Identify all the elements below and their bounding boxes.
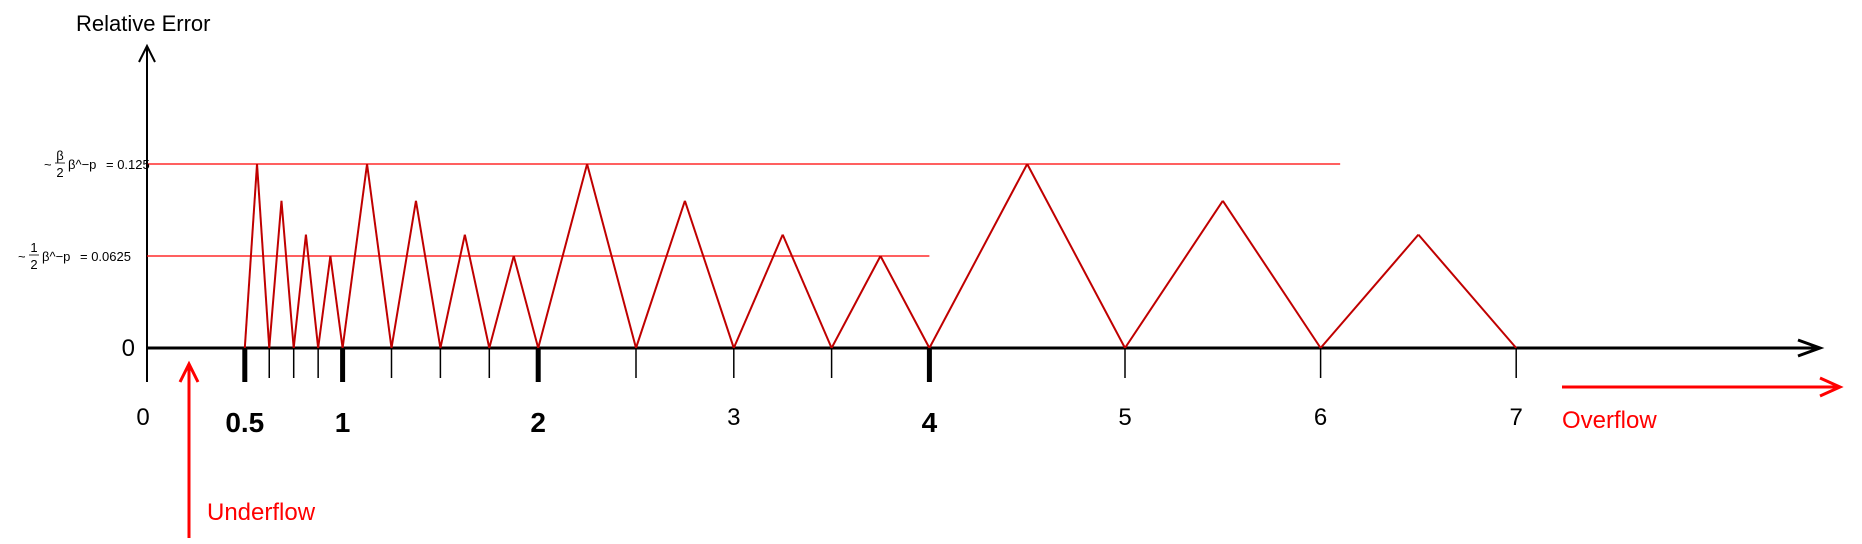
error-curve-segment [280,200,295,349]
reference-label-prefix: ~ [18,249,26,264]
reference-label-2: ~1 2 β^−p = 0.0625 [18,240,131,272]
y-axis-title: Relative Error [76,11,210,36]
error-curve-segment [1319,234,1420,349]
error-curve-segment [732,234,784,349]
error-curve-segment [256,163,271,349]
reference-label-numerator: 1 [30,240,37,255]
error-curve-segment [268,200,283,349]
error-curve-segment [329,255,344,349]
reference-label-numerator: β [56,148,63,163]
error-curve-segment [1221,200,1322,349]
error-curve-segment [879,255,931,349]
reference-label-math: β^−p [68,157,96,172]
error-curve-segment [781,234,833,349]
axes [138,43,1825,382]
underflow-arrowhead [178,360,200,383]
error-curve-segment [292,234,307,349]
x-tick-label-2: 2 [530,407,546,438]
error-curve-segment [537,163,589,349]
error-curve-segment [928,163,1029,349]
x-tick-label-1: 1 [335,407,351,438]
error-curve-segment [243,163,259,349]
error-curve-segment [830,255,882,349]
x-tick-label-7: 7 [1510,404,1523,431]
overflow-label: Overflow [1562,407,1657,434]
error-curve-segment [1124,200,1224,349]
error-curve-segment [317,255,332,349]
error-curve-segment [439,234,466,349]
x-tick-label-0: 0 [136,404,149,431]
y-axis-arrowhead [138,43,156,63]
y-tick-label-0: 0 [122,335,135,362]
reference-label-denominator: 2 [56,165,63,180]
error-curve-segment [488,255,515,349]
error-curve-segment [366,163,393,349]
error-curve-layer [243,163,1517,349]
error-curve-segment [1026,163,1126,349]
error-curve-segment [586,163,637,349]
x-axis-arrowhead [1797,338,1825,358]
x-tick-label-6: 6 [1314,404,1327,431]
error-curve-segment [341,163,369,349]
x-tick-label-0-5: 0.5 [225,407,264,438]
error-curve-segment [463,234,491,349]
x-tick-label-3: 3 [727,404,740,431]
reference-label-prefix: ~ [44,157,52,172]
error-curve-segment [512,255,540,349]
error-curve-segment [1417,234,1517,349]
reference-label-denominator: 2 [30,257,37,272]
x-tick-label-5: 5 [1118,404,1131,431]
error-curve-segment [414,200,442,349]
x-tick-label-4: 4 [922,407,938,438]
error-curve-segment [304,234,320,349]
reference-label-value: = 0.125 [106,157,150,172]
error-curve-segment [390,200,417,349]
reference-label-1: ~ β 2 β^−p = 0.125 [44,148,150,180]
error-curve-segment [635,200,686,349]
reference-levels: ~ β 2 β^−p = 0.125 ~1 2 β^−p = 0.0625 [18,148,1341,272]
labels: Relative Error 0 0 0.5 1 2 3 4 5 6 7 [76,11,1523,438]
error-curve-segment [683,200,735,349]
reference-label-math: β^−p [42,249,70,264]
reference-label-value: = 0.0625 [80,249,131,264]
overflow-arrowhead [1819,376,1844,398]
underflow-label: Underflow [207,499,316,526]
annotations: Underflow Overflow [178,360,1844,538]
x-ticks [242,348,1517,382]
